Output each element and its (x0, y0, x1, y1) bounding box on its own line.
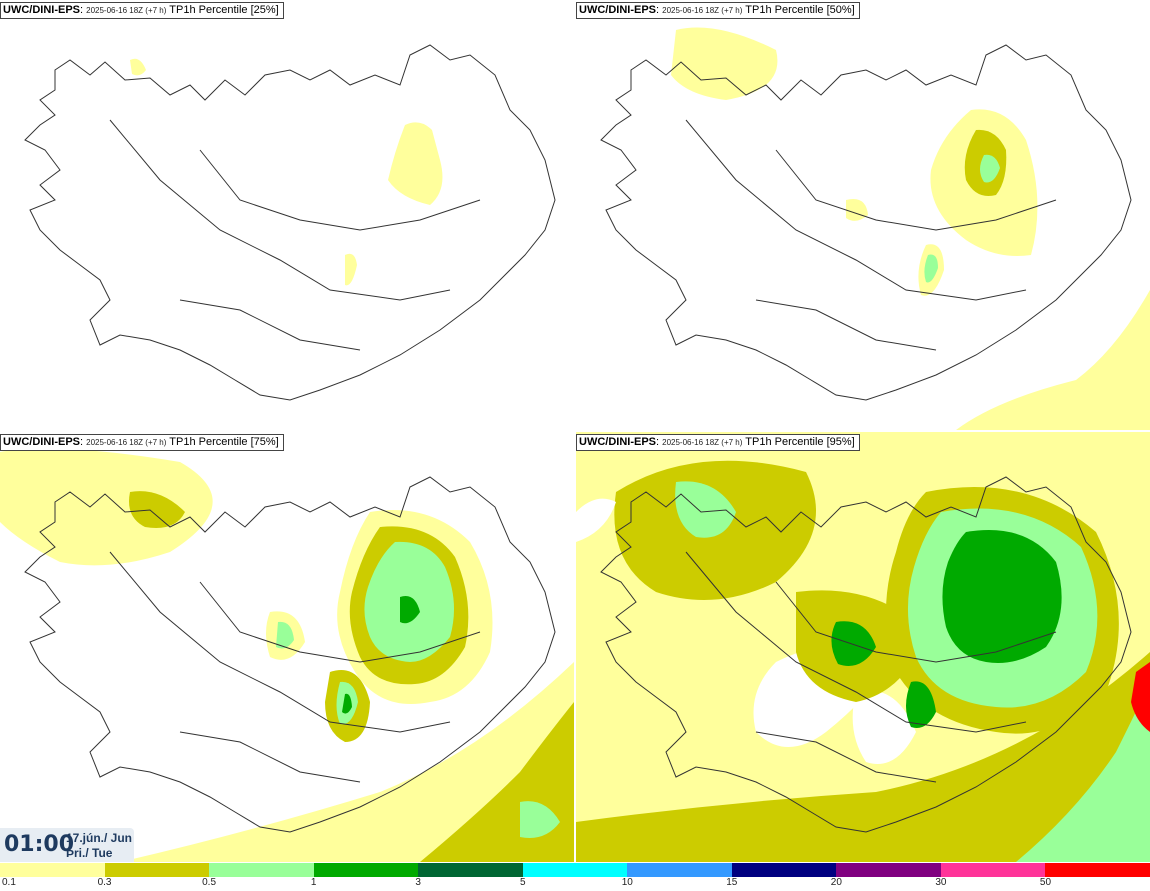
precip-fields (576, 432, 1150, 862)
colorbar-tick-label: 1 (310, 877, 317, 888)
panel-title: UWC/DINI-EPS: 2025-06-16 18Z (+7 h) TP1h… (576, 2, 860, 19)
colorbar-segment (940, 863, 1046, 877)
precip-map (0, 448, 574, 862)
precip-map (576, 432, 1150, 862)
colorbar-segment (836, 863, 941, 877)
colorbar-segment (731, 863, 837, 877)
colorbar-tick-label: 3 (415, 877, 421, 888)
field-label: TP1h Percentile [25%] (169, 4, 279, 16)
colorbar-segment (209, 863, 314, 877)
panel-title: UWC/DINI-EPS: 2025-06-16 18Z (+7 h) TP1h… (0, 434, 284, 451)
model-name: UWC/DINI-EPS (579, 4, 656, 16)
colorbar-tick-label: 50 (1039, 877, 1052, 888)
colorbar-tick-label: 5 (519, 877, 526, 888)
model-name: UWC/DINI-EPS (579, 436, 656, 448)
colorbar-tick-label: 0.5 (202, 877, 217, 888)
colorbar-tick-label: 0.1 (2, 877, 16, 888)
colorbar-tick-label: 10 (621, 877, 633, 888)
colorbar-segment (418, 863, 523, 877)
model-name: UWC/DINI-EPS (3, 4, 80, 16)
iceland-coastline (600, 44, 1132, 401)
run-time: 2025-06-16 18Z (+7 h) (86, 438, 167, 447)
colorbar-segment (1045, 863, 1150, 877)
colorbar-segment (104, 863, 210, 877)
panel-title: UWC/DINI-EPS: 2025-06-16 18Z (+7 h) TP1h… (0, 2, 284, 19)
colorbar-segment (0, 863, 105, 877)
precip-fields (0, 448, 574, 862)
colorbar-tick-label: 0.3 (97, 877, 112, 888)
map-panel-p95: UWC/DINI-EPS: 2025-06-16 18Z (+7 h) TP1h… (576, 432, 1150, 862)
valid-time: 01:00 (4, 832, 75, 857)
colorbar-tick-label: 20 (830, 877, 842, 888)
run-time: 2025-06-16 18Z (+7 h) (662, 6, 743, 15)
model-name: UWC/DINI-EPS (3, 436, 80, 448)
valid-date: 17.jún./ Jun (66, 831, 133, 845)
field-label: TP1h Percentile [95%] (745, 436, 855, 448)
valid-weekday: Þri./ Tue (66, 846, 113, 860)
map-panel-p25: UWC/DINI-EPS: 2025-06-16 18Z (+7 h) TP1h… (0, 0, 574, 430)
colorbar-segment (313, 863, 419, 877)
panel-divider-horizontal (0, 430, 1150, 432)
run-time: 2025-06-16 18Z (+7 h) (86, 6, 167, 15)
iceland-coastline (24, 44, 556, 401)
iceland-coastline (600, 476, 1132, 833)
map-panel-p75: UWC/DINI-EPS: 2025-06-16 18Z (+7 h) TP1h… (0, 432, 574, 862)
precip-fields (130, 58, 443, 286)
field-label: TP1h Percentile [50%] (745, 4, 855, 16)
colorbar-tick-label: 15 (726, 877, 738, 888)
map-panel-p50: UWC/DINI-EPS: 2025-06-16 18Z (+7 h) TP1h… (576, 0, 1150, 430)
field-label: TP1h Percentile [75%] (169, 436, 279, 448)
iceland-coastline (24, 476, 556, 833)
run-time: 2025-06-16 18Z (+7 h) (662, 438, 743, 447)
colorbar-segment (522, 863, 628, 877)
precip-map (600, 27, 1150, 430)
precip-map (24, 44, 556, 401)
colorbar-segment (627, 863, 732, 877)
colorbar-tick-label: 30 (935, 877, 947, 888)
colorbar-ticks: 0.1 0.3 0.5 1 3 5 10 15 20 30 50 (0, 877, 1150, 891)
precip-fields (671, 27, 1150, 430)
panel-title: UWC/DINI-EPS: 2025-06-16 18Z (+7 h) TP1h… (576, 434, 860, 451)
valid-time-box: 01:00 17.jún./ Jun Þri./ Tue (0, 828, 134, 862)
precip-colorbar (0, 863, 1150, 877)
